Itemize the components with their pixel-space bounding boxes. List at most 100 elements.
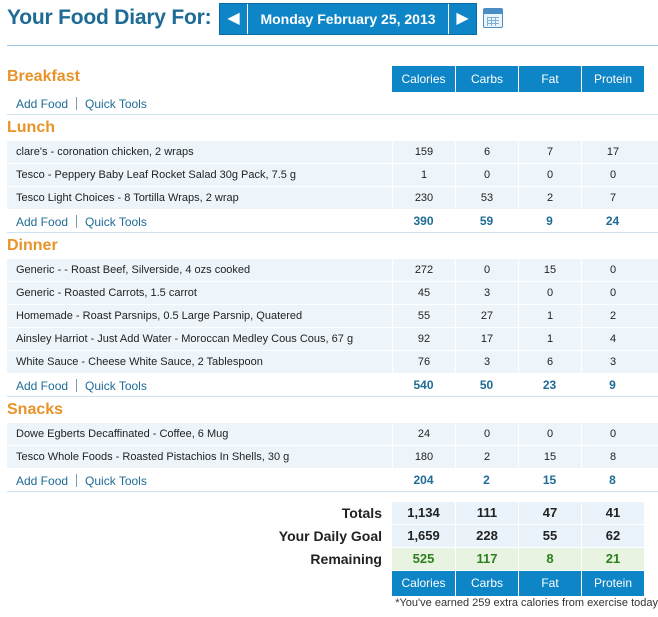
dinner-total-calories: 540 — [413, 378, 434, 392]
snacks-actions: Add Food Quick Tools 204 2 15 8 — [7, 469, 658, 492]
fat-value: 6 — [518, 351, 581, 373]
calories-value: 180 — [392, 446, 455, 468]
lunch-total-fat: 9 — [546, 214, 553, 228]
calories-value: 272 — [392, 259, 455, 281]
daily-goal-row: Your Daily Goal 1,659 228 55 62 — [7, 525, 658, 547]
fat-value: 2 — [518, 187, 581, 209]
link-separator — [76, 474, 78, 487]
column-header-fat: Fat — [518, 66, 581, 92]
diary-header: Your Food Diary For: ◀ Monday February 2… — [7, 0, 658, 46]
food-description[interactable]: Tesco - Peppery Baby Leaf Rocket Salad 3… — [16, 169, 297, 181]
carbs-value: 0 — [455, 259, 518, 281]
lunch-total-protein: 24 — [605, 214, 620, 228]
footer-header-carbs: Carbs — [455, 571, 518, 596]
dinner-total-protein: 9 — [609, 378, 616, 392]
exercise-calories-note: *You've earned 259 extra calories from e… — [395, 597, 658, 609]
lunch-actions: Add Food Quick Tools 390 59 9 24 — [7, 210, 658, 233]
link-separator — [76, 215, 78, 228]
footer-column-headers: Calories Carbs Fat Protein — [392, 571, 644, 596]
food-entry-row[interactable]: clare's - coronation chicken, 2 wraps 15… — [7, 141, 658, 164]
food-entry-row[interactable]: Tesco - Peppery Baby Leaf Rocket Salad 3… — [7, 164, 658, 187]
food-entry-row[interactable]: Generic - - Roast Beef, Silverside, 4 oz… — [7, 259, 658, 282]
snacks-total-fat: 15 — [542, 473, 557, 487]
quick-tools-breakfast-link[interactable]: Quick Tools — [85, 97, 147, 111]
calories-value: 230 — [392, 187, 455, 209]
snacks-header: Snacks — [7, 397, 658, 423]
food-description[interactable]: Generic - Roasted Carrots, 1.5 carrot — [16, 287, 197, 299]
carbs-value: 27 — [455, 305, 518, 327]
protein-value: 0 — [581, 164, 644, 186]
calories-value: 45 — [392, 282, 455, 304]
food-entry-row[interactable]: Tesco Light Choices - 8 Tortilla Wraps, … — [7, 187, 658, 210]
snacks-totals: 204 2 15 8 — [392, 469, 644, 492]
fat-value: 15 — [518, 259, 581, 281]
protein-value: 4 — [581, 328, 644, 350]
footer-header-calories: Calories — [392, 571, 455, 596]
food-description[interactable]: clare's - coronation chicken, 2 wraps — [16, 146, 194, 158]
quick-tools-dinner-link[interactable]: Quick Tools — [85, 379, 147, 393]
daily-summary: Totals 1,134 111 47 41 Your Daily Goal 1… — [7, 502, 658, 596]
calendar-icon[interactable] — [483, 8, 503, 28]
dinner-total-fat: 23 — [542, 378, 557, 392]
food-description[interactable]: Tesco Whole Foods - Roasted Pistachios I… — [16, 451, 290, 463]
calories-value: 159 — [392, 141, 455, 163]
remaining-carbs: 117 — [455, 548, 518, 570]
footer-header-protein: Protein — [581, 571, 644, 596]
dinner-total-carbs: 50 — [479, 378, 494, 392]
food-description[interactable]: Generic - - Roast Beef, Silverside, 4 oz… — [16, 264, 251, 276]
add-food-breakfast-link[interactable]: Add Food — [16, 97, 69, 111]
food-entry-row[interactable]: Dowe Egberts Decaffinated - Coffee, 6 Mu… — [7, 423, 658, 446]
protein-value: 7 — [581, 187, 644, 209]
breakfast-header: Breakfast Calories Carbs Fat Protein — [7, 66, 658, 92]
protein-value: 2 — [581, 305, 644, 327]
food-description[interactable]: Tesco Light Choices - 8 Tortilla Wraps, … — [16, 192, 239, 204]
food-diary: Breakfast Calories Carbs Fat Protein Add… — [7, 66, 658, 492]
remaining-protein: 21 — [581, 548, 644, 570]
food-entry-row[interactable]: White Sauce - Cheese White Sauce, 2 Tabl… — [7, 351, 658, 374]
totals-label: Totals — [341, 505, 382, 521]
link-separator — [76, 97, 78, 110]
food-description[interactable]: Dowe Egberts Decaffinated - Coffee, 6 Mu… — [16, 428, 229, 440]
meal-title-snacks: Snacks — [7, 401, 64, 418]
column-header-carbs: Carbs — [455, 66, 518, 92]
calories-value: 76 — [392, 351, 455, 373]
food-entry-row[interactable]: Tesco Whole Foods - Roasted Pistachios I… — [7, 446, 658, 469]
column-header-calories: Calories — [392, 66, 455, 92]
fat-value: 0 — [518, 423, 581, 445]
add-food-dinner-link[interactable]: Add Food — [16, 379, 69, 393]
snacks-total-calories: 204 — [413, 473, 434, 487]
food-entry-row[interactable]: Homemade - Roast Parsnips, 0.5 Large Par… — [7, 305, 658, 328]
remaining-calories: 525 — [392, 548, 455, 570]
carbs-value: 2 — [455, 446, 518, 468]
food-entry-row[interactable]: Ainsley Harriot - Just Add Water - Moroc… — [7, 328, 658, 351]
fat-value: 1 — [518, 328, 581, 350]
column-headers: Calories Carbs Fat Protein — [392, 66, 644, 92]
daily-goal-label: Your Daily Goal — [278, 528, 382, 544]
food-description[interactable]: Ainsley Harriot - Just Add Water - Moroc… — [16, 333, 354, 345]
previous-day-button[interactable]: ◀ — [220, 4, 248, 34]
total-carbs: 111 — [455, 502, 518, 524]
protein-value: 0 — [581, 423, 644, 445]
carbs-value: 0 — [455, 164, 518, 186]
remaining-label: Remaining — [310, 551, 382, 567]
fat-value: 7 — [518, 141, 581, 163]
food-description[interactable]: White Sauce - Cheese White Sauce, 2 Tabl… — [16, 356, 263, 368]
quick-tools-snacks-link[interactable]: Quick Tools — [85, 474, 147, 488]
carbs-value: 3 — [455, 282, 518, 304]
next-day-button[interactable]: ▶ — [448, 4, 476, 34]
carbs-value: 53 — [455, 187, 518, 209]
column-header-protein: Protein — [581, 66, 644, 92]
dinner-totals: 540 50 23 9 — [392, 374, 644, 397]
food-entry-row[interactable]: Generic - Roasted Carrots, 1.5 carrot 45… — [7, 282, 658, 305]
carbs-value: 17 — [455, 328, 518, 350]
total-protein: 41 — [581, 502, 644, 524]
food-description[interactable]: Homemade - Roast Parsnips, 0.5 Large Par… — [16, 310, 303, 322]
protein-value: 8 — [581, 446, 644, 468]
carbs-value: 0 — [455, 423, 518, 445]
quick-tools-lunch-link[interactable]: Quick Tools — [85, 215, 147, 229]
add-food-lunch-link[interactable]: Add Food — [16, 215, 69, 229]
fat-value: 15 — [518, 446, 581, 468]
fat-value: 0 — [518, 164, 581, 186]
calories-value: 1 — [392, 164, 455, 186]
add-food-snacks-link[interactable]: Add Food — [16, 474, 69, 488]
